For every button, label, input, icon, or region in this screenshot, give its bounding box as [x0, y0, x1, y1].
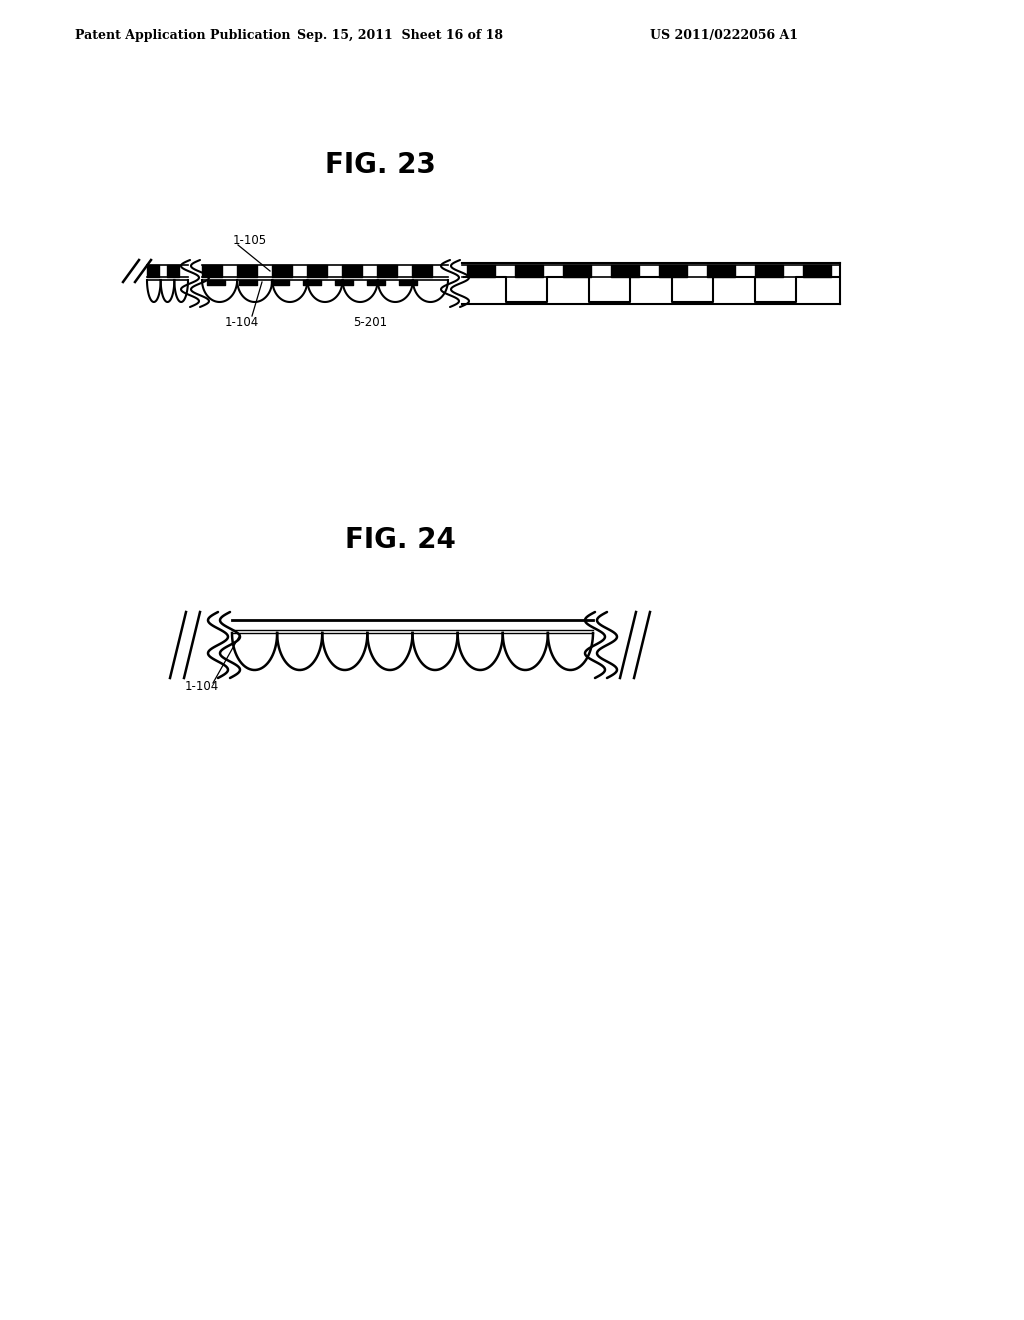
Text: FIG. 23: FIG. 23 — [325, 150, 435, 180]
Text: 5-201: 5-201 — [353, 315, 387, 329]
Text: Sep. 15, 2011  Sheet 16 of 18: Sep. 15, 2011 Sheet 16 of 18 — [297, 29, 503, 41]
Text: US 2011/0222056 A1: US 2011/0222056 A1 — [650, 29, 798, 41]
Text: 1-105: 1-105 — [233, 234, 267, 247]
Text: Patent Application Publication: Patent Application Publication — [75, 29, 291, 41]
Text: FIG. 24: FIG. 24 — [344, 525, 456, 554]
Text: 1-104: 1-104 — [225, 315, 259, 329]
Text: 1-104: 1-104 — [185, 681, 219, 693]
